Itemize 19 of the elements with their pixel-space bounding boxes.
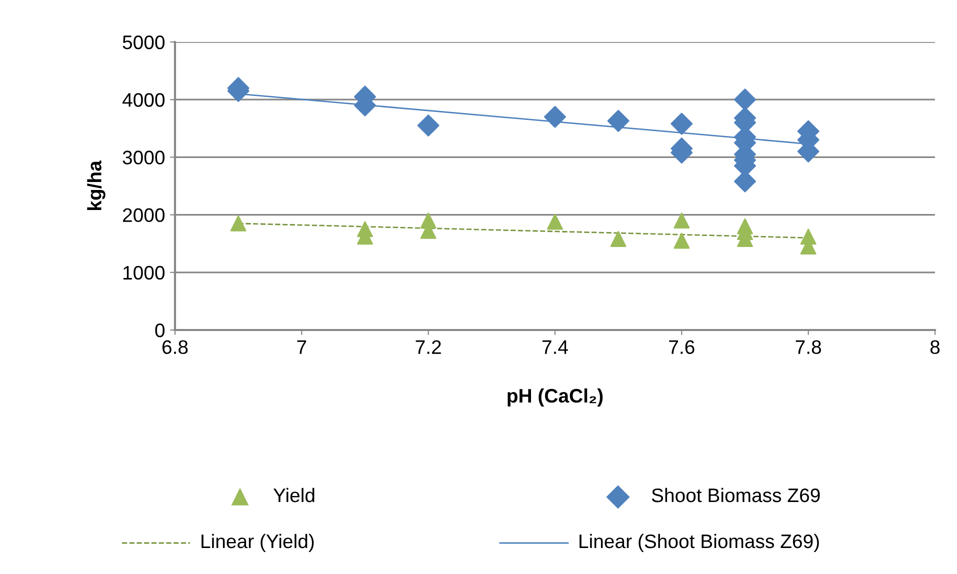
x-tick-label: 8 [930, 340, 940, 354]
x-tick-label: 6.8 [162, 340, 188, 354]
legend-label: Linear (Shoot Biomass Z69) [580, 534, 819, 552]
y-tick-label: 1000 [124, 266, 165, 280]
x-tick-label: 7.4 [542, 340, 568, 354]
y-tick-label: 3000 [122, 150, 165, 164]
x-tick-label: 7.2 [416, 340, 441, 354]
y-axis-title: kg/ha [87, 160, 106, 210]
legend-label: Shoot Biomass Z69 [652, 488, 820, 502]
y-tick-label: 5000 [122, 35, 165, 50]
y-tick-label: 2000 [123, 208, 165, 222]
x-tick-label: 7.6 [669, 340, 694, 354]
y-tick-label: 0 [155, 323, 165, 338]
x-tick-label: 7.8 [796, 340, 822, 354]
legend-label: Linear (Yield) [202, 534, 314, 552]
legend-label: Yield [273, 488, 314, 502]
x-tick-label: 7 [297, 340, 306, 354]
y-tick-label: 4000 [122, 93, 165, 107]
x-axis-title: pH (CaCl₂) [508, 388, 603, 407]
